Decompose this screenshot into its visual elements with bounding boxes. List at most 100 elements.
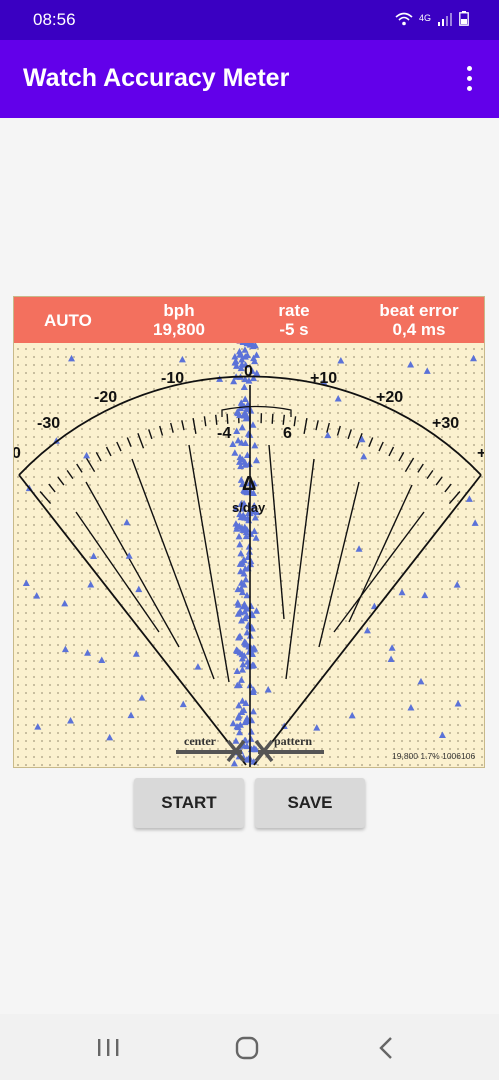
beat-point — [248, 367, 256, 374]
beat-point — [138, 694, 146, 701]
beat-point — [232, 520, 240, 527]
beat-error-label: beat error — [379, 301, 459, 320]
beat-point — [348, 711, 356, 719]
beat-point — [370, 602, 378, 610]
beat-point — [245, 543, 253, 550]
beat-point — [238, 480, 246, 488]
beat-point — [241, 395, 249, 403]
beat-point — [250, 374, 258, 382]
scale-tick — [282, 414, 285, 425]
scale-tick — [315, 420, 319, 431]
beat-point — [251, 645, 259, 652]
beat-point — [407, 360, 415, 368]
beat-point — [363, 626, 371, 634]
beat-point — [358, 435, 366, 443]
beat-point — [239, 505, 247, 512]
beat-point — [235, 701, 243, 709]
scale-tick — [293, 416, 297, 427]
scale-arc — [18, 375, 482, 476]
beat-point — [249, 688, 257, 695]
recents-icon[interactable] — [88, 1034, 128, 1062]
beat-point — [34, 723, 42, 730]
beat-point — [360, 452, 368, 460]
beat-point — [241, 614, 249, 622]
beat-point — [237, 364, 245, 372]
beat-point — [231, 352, 239, 360]
scale-tick — [271, 413, 274, 424]
beat-point — [253, 351, 261, 358]
beat-point — [247, 735, 255, 742]
beat-point — [67, 716, 75, 724]
beat-point — [238, 558, 246, 566]
beat-error-readout: beat error 0,4 ms — [364, 301, 474, 339]
beat-point — [465, 495, 473, 502]
beat-point — [237, 549, 245, 557]
scale-tick — [336, 425, 341, 436]
pattern-bar — [258, 750, 324, 754]
beat-point — [250, 489, 258, 496]
beat-point — [238, 616, 246, 624]
beat-point — [407, 704, 415, 711]
beat-point — [250, 479, 258, 487]
beat-point — [179, 700, 187, 708]
save-button[interactable]: SAVE — [255, 778, 365, 828]
bph-value: 19,800 — [153, 320, 205, 339]
beat-point — [234, 436, 242, 444]
back-icon[interactable] — [366, 1034, 406, 1062]
beat-point — [243, 641, 251, 648]
scale-tick — [148, 429, 153, 440]
beat-point — [250, 501, 258, 509]
rate-readout: rate -5 s — [254, 301, 334, 339]
app-title: Watch Accuracy Meter — [23, 64, 290, 92]
beat-point — [241, 458, 249, 465]
home-icon[interactable] — [227, 1034, 267, 1062]
beat-point — [251, 357, 259, 365]
beat-point — [33, 592, 41, 599]
beat-point — [237, 676, 245, 683]
status-icons: 4G — [395, 11, 469, 26]
beat-point — [61, 599, 69, 607]
scale-tick — [368, 437, 374, 447]
beat-point — [247, 602, 255, 610]
overflow-menu-icon[interactable] — [457, 64, 481, 94]
beat-point — [253, 508, 261, 516]
mode-label[interactable]: AUTO — [44, 311, 92, 330]
beat-point — [123, 518, 131, 526]
beat-point — [398, 588, 406, 596]
nav-bar — [0, 1014, 499, 1080]
beat-point — [238, 708, 246, 716]
beat-point — [232, 504, 240, 512]
start-button[interactable]: START — [134, 778, 244, 828]
beat-point — [240, 569, 248, 577]
beat-point — [83, 451, 91, 459]
beat-point — [132, 650, 140, 657]
beat-point — [242, 488, 250, 495]
center-label: center — [184, 734, 216, 748]
beat-point — [178, 355, 186, 363]
scale-label: -30 — [37, 415, 61, 432]
scale-tick — [444, 483, 452, 493]
scale-tick — [159, 425, 164, 436]
beat-point — [229, 440, 237, 447]
beat-point — [250, 527, 258, 534]
beat-point — [334, 395, 342, 402]
beat-point — [231, 449, 239, 456]
beat-point — [243, 591, 251, 599]
beat-point — [387, 655, 395, 663]
beat-point — [22, 579, 30, 587]
beat-point — [234, 714, 242, 721]
beat-point — [251, 441, 259, 449]
beat-point — [355, 545, 363, 552]
beat-point — [249, 342, 257, 350]
beat-point — [242, 528, 250, 536]
scale-tick — [388, 446, 395, 457]
beat-point — [242, 414, 250, 422]
pattern-x-mark — [254, 739, 274, 763]
beat-point — [135, 585, 143, 593]
beat-point — [240, 581, 248, 588]
pattern-label: pattern — [274, 734, 312, 748]
beat-point — [238, 360, 246, 368]
scale-label: +10 — [310, 370, 338, 387]
app-bar: Watch Accuracy Meter — [0, 40, 499, 118]
beat-point — [237, 500, 245, 507]
